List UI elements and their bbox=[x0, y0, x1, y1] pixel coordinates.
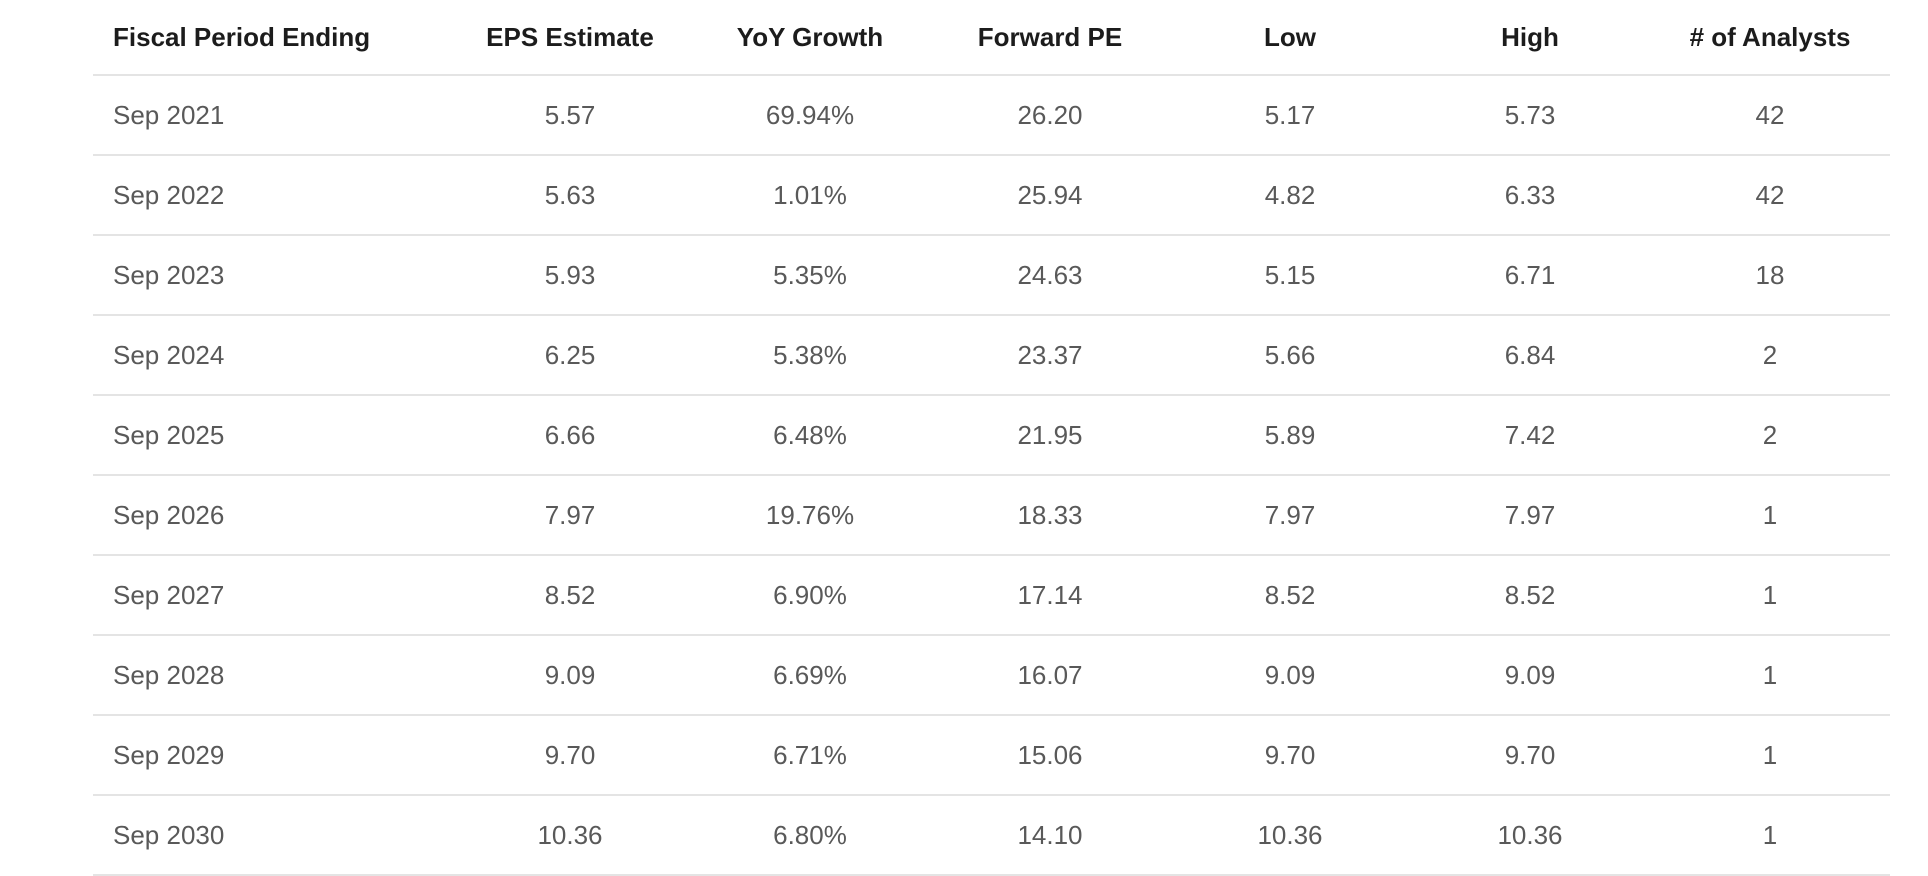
cell-num-analysts: 18 bbox=[1650, 234, 1890, 315]
table-row: Sep 2021 5.57 69.94% 26.20 5.17 5.73 42 bbox=[93, 74, 1890, 155]
table-row: Sep 2023 5.93 5.35% 24.63 5.15 6.71 18 bbox=[93, 234, 1890, 315]
cell-num-analysts: 2 bbox=[1650, 314, 1890, 395]
cell-low: 5.89 bbox=[1170, 394, 1410, 475]
cell-yoy-growth: 6.48% bbox=[690, 394, 930, 475]
cell-low: 9.70 bbox=[1170, 714, 1410, 795]
column-header-fiscal-period-ending: Fiscal Period Ending bbox=[113, 21, 371, 52]
cell-forward-pe: 23.37 bbox=[930, 314, 1170, 395]
cell-yoy-growth: 5.35% bbox=[690, 234, 930, 315]
cell-forward-pe: 17.14 bbox=[930, 554, 1170, 635]
cell-fiscal-period: Sep 2021 bbox=[93, 74, 450, 155]
cell-num-analysts: 2 bbox=[1650, 394, 1890, 475]
cell-forward-pe: 26.20 bbox=[930, 74, 1170, 155]
cell-fiscal-period: Sep 2024 bbox=[93, 314, 450, 395]
cell-num-analysts: 1 bbox=[1650, 794, 1890, 876]
cell-fiscal-period: Sep 2026 bbox=[93, 474, 450, 555]
cell-forward-pe: 21.95 bbox=[930, 394, 1170, 475]
cell-high: 10.36 bbox=[1410, 794, 1650, 876]
cell-high: 6.84 bbox=[1410, 314, 1650, 395]
cell-high: 5.73 bbox=[1410, 74, 1650, 155]
column-header-forward-pe: Forward PE bbox=[977, 21, 1123, 52]
cell-num-analysts: 1 bbox=[1650, 474, 1890, 555]
cell-low: 4.82 bbox=[1170, 154, 1410, 235]
table-row: Sep 2029 9.70 6.71% 15.06 9.70 9.70 1 bbox=[93, 714, 1890, 795]
column-header-low: Low bbox=[1264, 21, 1316, 52]
cell-yoy-growth: 69.94% bbox=[690, 74, 930, 155]
cell-high: 8.52 bbox=[1410, 554, 1650, 635]
cell-high: 9.70 bbox=[1410, 714, 1650, 795]
cell-yoy-growth: 6.80% bbox=[690, 794, 930, 876]
cell-fiscal-period: Sep 2030 bbox=[93, 794, 450, 876]
table-row: Sep 2025 6.66 6.48% 21.95 5.89 7.42 2 bbox=[93, 394, 1890, 475]
eps-estimates-table: Fiscal Period Ending EPS Estimate YoY Gr… bbox=[93, 0, 1890, 876]
cell-eps-estimate: 10.36 bbox=[450, 794, 690, 876]
cell-fiscal-period: Sep 2025 bbox=[93, 394, 450, 475]
column-header-eps-estimate: EPS Estimate bbox=[486, 21, 654, 52]
cell-num-analysts: 42 bbox=[1650, 74, 1890, 155]
eps-estimates-table-container: Fiscal Period Ending EPS Estimate YoY Gr… bbox=[93, 0, 1890, 876]
cell-fiscal-period: Sep 2028 bbox=[93, 634, 450, 715]
cell-eps-estimate: 9.70 bbox=[450, 714, 690, 795]
cell-fiscal-period: Sep 2022 bbox=[93, 154, 450, 235]
cell-yoy-growth: 5.38% bbox=[690, 314, 930, 395]
cell-low: 10.36 bbox=[1170, 794, 1410, 876]
cell-num-analysts: 42 bbox=[1650, 154, 1890, 235]
table-row: Sep 2022 5.63 1.01% 25.94 4.82 6.33 42 bbox=[93, 154, 1890, 235]
table-row: Sep 2024 6.25 5.38% 23.37 5.66 6.84 2 bbox=[93, 314, 1890, 395]
cell-eps-estimate: 9.09 bbox=[450, 634, 690, 715]
cell-eps-estimate: 5.63 bbox=[450, 154, 690, 235]
cell-low: 5.17 bbox=[1170, 74, 1410, 155]
cell-eps-estimate: 8.52 bbox=[450, 554, 690, 635]
cell-low: 7.97 bbox=[1170, 474, 1410, 555]
cell-fiscal-period: Sep 2029 bbox=[93, 714, 450, 795]
cell-yoy-growth: 6.69% bbox=[690, 634, 930, 715]
cell-eps-estimate: 5.57 bbox=[450, 74, 690, 155]
cell-high: 6.71 bbox=[1410, 234, 1650, 315]
cell-forward-pe: 16.07 bbox=[930, 634, 1170, 715]
cell-high: 7.97 bbox=[1410, 474, 1650, 555]
cell-forward-pe: 14.10 bbox=[930, 794, 1170, 876]
cell-low: 9.09 bbox=[1170, 634, 1410, 715]
cell-yoy-growth: 1.01% bbox=[690, 154, 930, 235]
cell-high: 7.42 bbox=[1410, 394, 1650, 475]
table-row: Sep 2026 7.97 19.76% 18.33 7.97 7.97 1 bbox=[93, 474, 1890, 555]
cell-eps-estimate: 5.93 bbox=[450, 234, 690, 315]
table-row: Sep 2028 9.09 6.69% 16.07 9.09 9.09 1 bbox=[93, 634, 1890, 715]
column-header-high: High bbox=[1501, 21, 1559, 52]
cell-num-analysts: 1 bbox=[1650, 634, 1890, 715]
column-header-yoy-growth: YoY Growth bbox=[736, 21, 884, 52]
cell-low: 5.66 bbox=[1170, 314, 1410, 395]
cell-yoy-growth: 19.76% bbox=[690, 474, 930, 555]
cell-num-analysts: 1 bbox=[1650, 554, 1890, 635]
cell-forward-pe: 15.06 bbox=[930, 714, 1170, 795]
cell-low: 8.52 bbox=[1170, 554, 1410, 635]
cell-high: 9.09 bbox=[1410, 634, 1650, 715]
cell-forward-pe: 25.94 bbox=[930, 154, 1170, 235]
cell-eps-estimate: 6.25 bbox=[450, 314, 690, 395]
cell-forward-pe: 18.33 bbox=[930, 474, 1170, 555]
table-row: Sep 2030 10.36 6.80% 14.10 10.36 10.36 1 bbox=[93, 794, 1890, 876]
cell-eps-estimate: 6.66 bbox=[450, 394, 690, 475]
header-row: Fiscal Period Ending EPS Estimate YoY Gr… bbox=[93, 0, 1890, 75]
table-row: Sep 2027 8.52 6.90% 17.14 8.52 8.52 1 bbox=[93, 554, 1890, 635]
cell-eps-estimate: 7.97 bbox=[450, 474, 690, 555]
cell-num-analysts: 1 bbox=[1650, 714, 1890, 795]
cell-fiscal-period: Sep 2023 bbox=[93, 234, 450, 315]
cell-high: 6.33 bbox=[1410, 154, 1650, 235]
column-header-num-analysts: # of Analysts bbox=[1689, 21, 1851, 52]
table-header: Fiscal Period Ending EPS Estimate YoY Gr… bbox=[93, 0, 1890, 75]
cell-yoy-growth: 6.90% bbox=[690, 554, 930, 635]
cell-low: 5.15 bbox=[1170, 234, 1410, 315]
cell-forward-pe: 24.63 bbox=[930, 234, 1170, 315]
table-body: Sep 2021 5.57 69.94% 26.20 5.17 5.73 42 Sep 202… bbox=[93, 74, 1890, 876]
cell-yoy-growth: 6.71% bbox=[690, 714, 930, 795]
cell-fiscal-period: Sep 2027 bbox=[93, 554, 450, 635]
